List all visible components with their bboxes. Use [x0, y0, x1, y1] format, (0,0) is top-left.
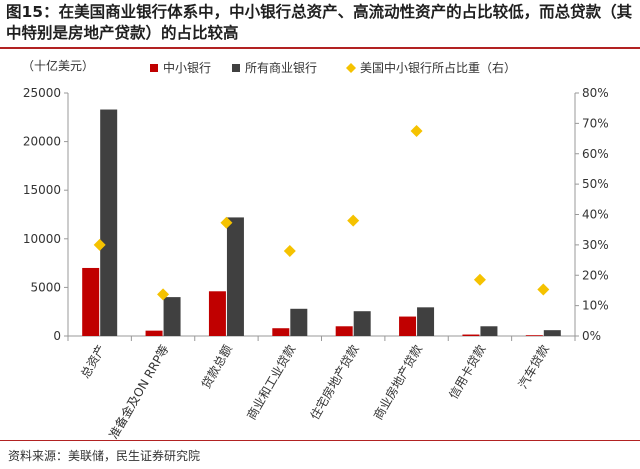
share-marker	[410, 124, 423, 137]
right-tick-label: 60%	[582, 147, 609, 161]
small-bank-bar	[399, 316, 417, 336]
legend-swatch	[232, 64, 240, 72]
x-category-label: 汽车贷款	[515, 342, 552, 391]
left-tick-label: 25000	[23, 86, 61, 100]
left-tick-label: 15000	[23, 183, 61, 197]
small-bank-bar	[145, 330, 163, 336]
right-tick-label: 30%	[582, 238, 609, 252]
all-bank-bar	[417, 307, 435, 336]
left-tick-label: 5000	[30, 280, 61, 294]
share-marker	[220, 216, 233, 229]
right-tick-label: 50%	[582, 177, 609, 191]
legend: 中小银行 所有商业银行 美国中小银行所占比重（右）	[150, 60, 516, 75]
left-tick-label: 10000	[23, 232, 61, 246]
right-tick-label: 70%	[582, 116, 609, 130]
share-marker	[157, 288, 170, 301]
x-category-label: 准备金及ON RRP等	[106, 342, 172, 441]
all-bank-bar	[226, 217, 244, 336]
small-bank-bar	[208, 291, 226, 336]
x-category-label: 总资产	[78, 343, 108, 381]
small-bank-bar	[462, 334, 480, 336]
right-tick-label: 40%	[582, 208, 609, 222]
left-tick-label: 20000	[23, 135, 61, 149]
all-bank-bar	[290, 308, 308, 336]
small-bank-bar	[272, 328, 290, 336]
share-marker	[537, 283, 550, 296]
x-category-label: 住宅房地产贷款	[307, 342, 362, 422]
legend-label: 中小银行	[163, 60, 211, 75]
legend-label: 所有商业银行	[245, 60, 317, 75]
small-bank-bar	[335, 326, 353, 336]
share-marker	[283, 244, 296, 257]
right-tick-label: 10%	[582, 299, 609, 313]
source-note: 资料来源：美联储，民生证券研究院	[8, 449, 201, 463]
x-category-label: 商业和工业贷款	[243, 342, 298, 422]
share-marker	[473, 273, 486, 286]
small-bank-bar	[525, 335, 543, 336]
title-divider	[0, 47, 640, 49]
footer-divider	[0, 440, 640, 441]
right-tick-label: 0%	[582, 329, 601, 343]
small-bank-bar	[82, 267, 100, 336]
all-bank-bar	[163, 297, 181, 336]
all-bank-bar	[353, 311, 371, 336]
x-category-label: 商业房地产贷款	[370, 342, 425, 422]
y-axis-unit-label: （十亿美元）	[22, 58, 94, 73]
share-marker	[347, 214, 360, 227]
plot-area: 0 5000 10000 15000 20000 25000 0% 10% 20% 30% 40% 5…	[23, 86, 609, 441]
legend-label: 美国中小银行所占比重（右）	[360, 60, 516, 75]
x-category-label: 贷款总额	[199, 343, 235, 392]
x-category-label: 信用卡贷款	[446, 343, 488, 402]
all-bank-bar	[543, 330, 561, 336]
legend-swatch	[150, 64, 158, 72]
all-bank-bar	[100, 109, 118, 336]
share-marker	[93, 238, 106, 251]
right-tick-label: 20%	[582, 268, 609, 282]
right-tick-label: 80%	[582, 86, 609, 100]
figure-title: 图15：在美国商业银行体系中，中小银行总资产、高流动性资产的占比较低，而总贷款（…	[6, 3, 633, 42]
left-tick-label: 0	[53, 329, 61, 343]
legend-swatch	[346, 63, 356, 73]
all-bank-bar	[480, 326, 498, 336]
